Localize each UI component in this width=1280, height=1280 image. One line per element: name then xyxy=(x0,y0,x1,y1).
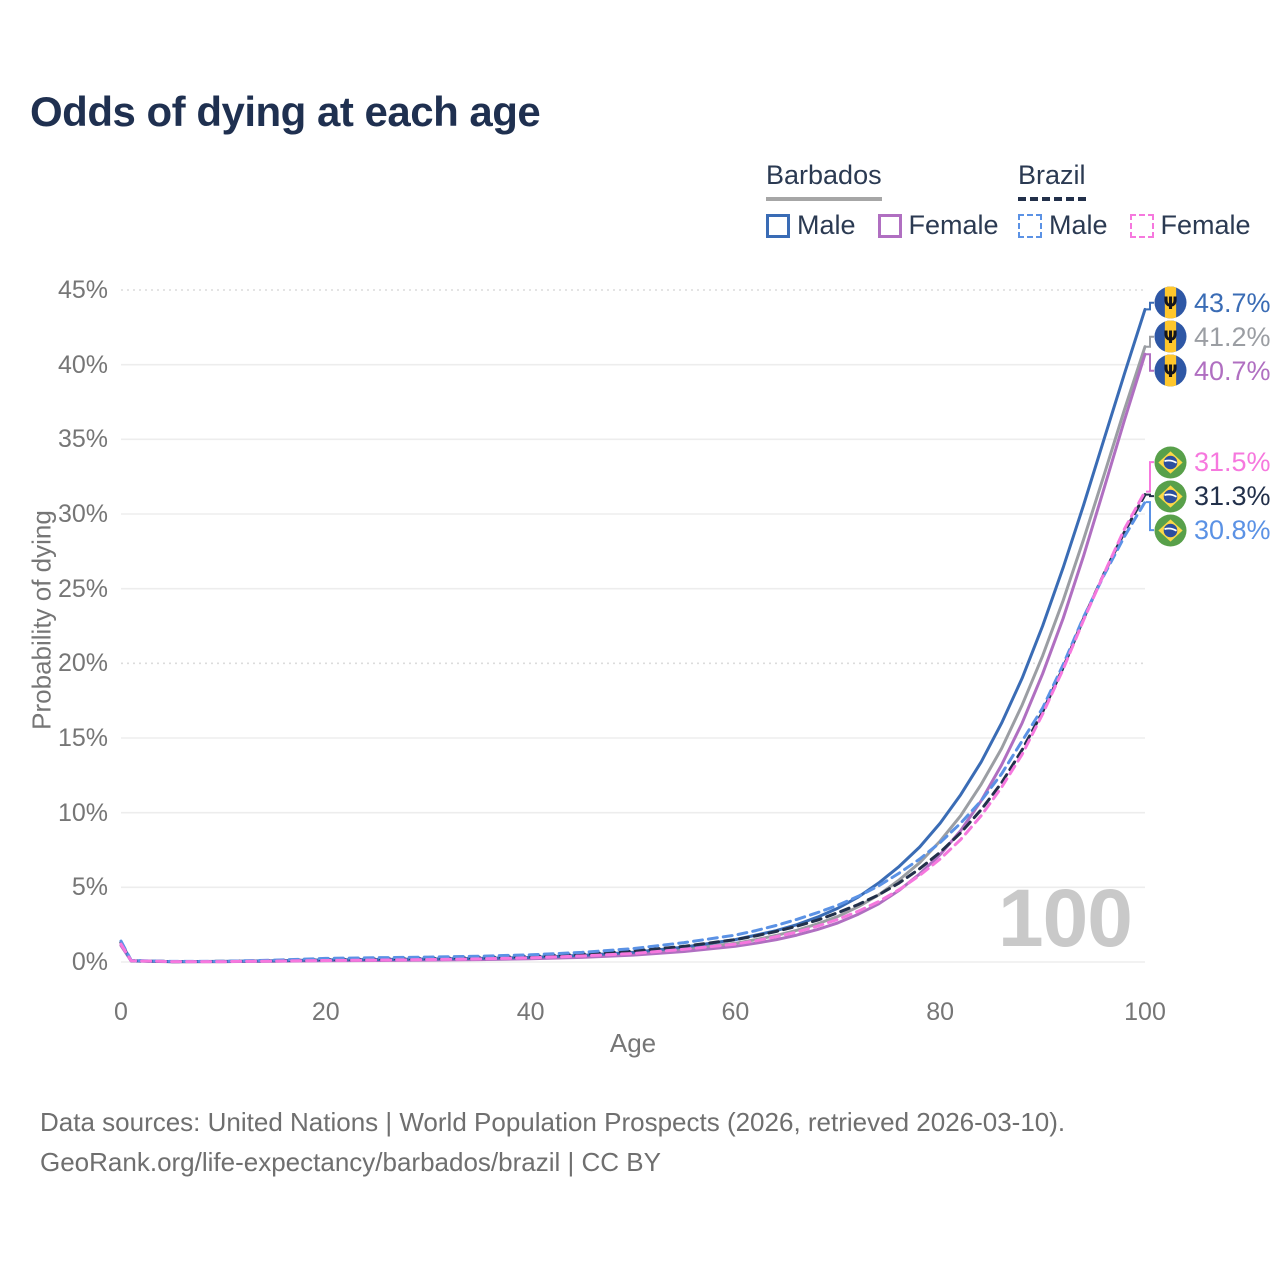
end-label-brazil-male: 30.8% xyxy=(1154,513,1271,547)
end-label-connector xyxy=(1146,335,1154,348)
series-line-brazil-male xyxy=(119,500,1147,963)
y-tick-label: 5% xyxy=(71,873,108,902)
x-tick-label: 40 xyxy=(516,998,545,1026)
y-tick-label: 45% xyxy=(57,276,108,304)
end-label-value: 40.7% xyxy=(1194,355,1271,386)
brazil-flag-icon xyxy=(1154,514,1187,547)
y-tick-label: 40% xyxy=(57,350,108,379)
end-label-value: 41.2% xyxy=(1194,321,1271,352)
legend-title-brazil: Brazil xyxy=(1018,160,1086,201)
legend-item-barbados-male[interactable]: Male xyxy=(766,210,856,241)
y-tick-label: 35% xyxy=(57,425,108,454)
brazil-flag-icon xyxy=(1154,446,1187,479)
y-tick-label: 15% xyxy=(57,724,108,752)
legend-item-barbados-female[interactable]: Female xyxy=(877,210,999,241)
footer: Data sources: United Nations | World Pop… xyxy=(40,1102,1065,1182)
svg-text:Ψ: Ψ xyxy=(1163,362,1177,381)
y-tick-label: 10% xyxy=(57,798,108,827)
svg-text:Ψ: Ψ xyxy=(1163,328,1177,347)
end-label-connector xyxy=(1146,493,1154,498)
brazil-flag-icon xyxy=(1154,480,1187,513)
barbados-flag-icon: Ψ xyxy=(1154,354,1187,387)
age-watermark: 100 xyxy=(998,873,1133,964)
svg-text:Ψ: Ψ xyxy=(1163,294,1177,313)
y-tick-label: 30% xyxy=(57,500,108,528)
end-label-barbados-both-sexes: Ψ 41.2% xyxy=(1154,320,1271,354)
chart-title: Odds of dying at each age xyxy=(30,88,541,135)
legend-label: Male xyxy=(1049,210,1108,240)
legend-group-brazil: Brazil Male Female xyxy=(1018,160,1251,241)
x-tick-label: 80 xyxy=(926,998,955,1026)
end-label-value: 43.7% xyxy=(1194,287,1271,318)
end-label-barbados-female: Ψ 40.7% xyxy=(1154,354,1271,388)
y-tick-label: 25% xyxy=(57,574,108,603)
barbados-male-line-swatch-icon xyxy=(766,213,790,238)
x-tick-label: 60 xyxy=(721,998,750,1026)
brazil-female-line-swatch-icon xyxy=(1129,213,1154,238)
series-line-brazil-both-sexes xyxy=(119,493,1147,964)
attribution-line: GeoRank.org/life-expectancy/barbados/bra… xyxy=(40,1147,661,1177)
end-label-connector xyxy=(1146,353,1154,372)
end-label-value: 31.5% xyxy=(1194,447,1271,478)
barbados-flag-icon: Ψ xyxy=(1154,320,1187,353)
legend-label: Female xyxy=(1160,210,1251,240)
data-sources-line: Data sources: United Nations | World Pop… xyxy=(40,1107,1066,1137)
legend-title-barbados: Barbados xyxy=(766,160,882,201)
end-label-connector xyxy=(1146,501,1154,532)
x-tick-label: 20 xyxy=(311,998,340,1026)
x-axis-title: Age xyxy=(609,1028,657,1058)
end-label-value: 30.8% xyxy=(1194,515,1271,546)
end-label-value: 31.3% xyxy=(1194,481,1271,512)
barbados-flag-icon: Ψ xyxy=(1154,286,1187,319)
x-tick-label: 0 xyxy=(114,998,128,1026)
series-line-barbados-female xyxy=(119,352,1147,964)
barbados-female-line-swatch-icon xyxy=(877,213,902,238)
series-line-brazil-female xyxy=(119,490,1147,964)
end-label-brazil-both-sexes: 31.3% xyxy=(1154,479,1271,513)
x-tick-label: 100 xyxy=(1124,998,1166,1026)
end-label-connector xyxy=(1146,301,1154,311)
series-line-barbados-male xyxy=(119,307,1147,964)
end-label-brazil-female: 31.5% xyxy=(1154,445,1271,479)
y-axis-title: Probability of dying xyxy=(26,510,57,730)
legend-item-brazil-female[interactable]: Female xyxy=(1129,210,1251,241)
legend-label: Female xyxy=(908,210,999,240)
y-tick-label: 20% xyxy=(57,649,108,678)
legend-item-brazil-male[interactable]: Male xyxy=(1018,210,1108,241)
legend-label: Male xyxy=(797,210,856,240)
brazil-male-line-swatch-icon xyxy=(1018,213,1042,238)
end-label-connector xyxy=(1146,461,1154,493)
legend-group-barbados: Barbados Male Female xyxy=(766,160,999,241)
end-label-barbados-male: Ψ 43.7% xyxy=(1154,286,1271,320)
y-tick-label: 0% xyxy=(71,948,108,976)
